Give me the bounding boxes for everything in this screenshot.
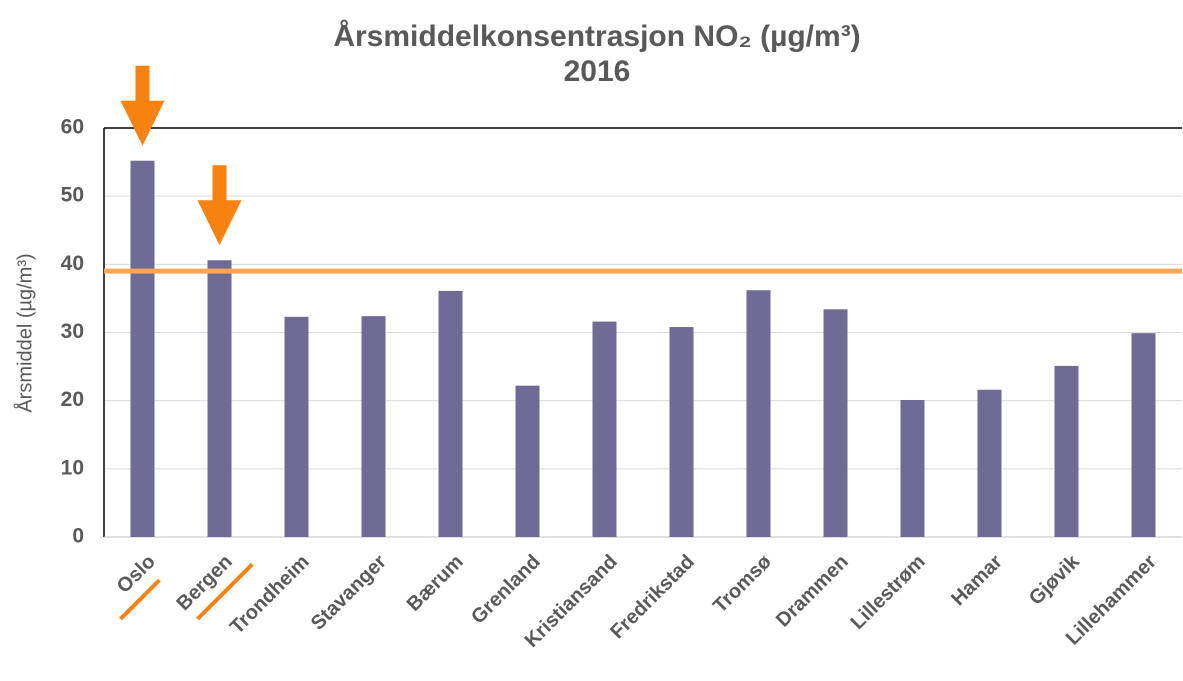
- highlight-underline: [119, 578, 161, 621]
- bar: [438, 290, 463, 537]
- x-tick-label: Bærum: [403, 551, 468, 616]
- bar: [1131, 333, 1156, 537]
- bar: [746, 290, 771, 537]
- y-tick-label: 20: [61, 388, 84, 411]
- chart-subtitle: 2016: [564, 55, 631, 88]
- x-tick-label: Stavanger: [307, 551, 391, 635]
- y-tick-label: 40: [61, 252, 84, 275]
- x-tick-label: Lillestrøm: [847, 551, 930, 634]
- bar: [592, 321, 617, 537]
- y-tick-label: 10: [61, 456, 84, 479]
- bar: [977, 389, 1002, 537]
- y-axis-label: Årsmiddel (µg/m³): [13, 253, 36, 412]
- y-tick-label: 50: [61, 184, 84, 207]
- y-tick-label: 60: [61, 116, 84, 139]
- bar: [284, 316, 309, 537]
- bar: [900, 399, 925, 537]
- x-tick-label: Tromsø: [709, 550, 776, 617]
- bar: [669, 327, 694, 537]
- highlight-underline: [196, 562, 254, 621]
- x-tick-label: Grenland: [467, 551, 545, 629]
- x-tick-label: Hamar: [947, 551, 1007, 611]
- bar: [515, 385, 540, 537]
- y-tick-label: 30: [61, 320, 84, 343]
- bar: [130, 160, 155, 537]
- chart-title: Årsmiddelkonsentrasjon NO₂ (µg/m³): [333, 20, 860, 53]
- highlight-arrow: [120, 65, 165, 146]
- x-tick-label: Gjøvik: [1025, 550, 1084, 609]
- bar: [1054, 365, 1079, 537]
- y-tick-label: 0: [72, 525, 84, 548]
- bar: [361, 316, 386, 537]
- x-tick-label: Trondheim: [226, 551, 314, 639]
- x-tick-label: Drammen: [772, 551, 853, 632]
- bar: [823, 309, 848, 537]
- x-tick-label: Oslo: [113, 551, 160, 598]
- x-tick-label: Bergen: [172, 551, 236, 615]
- bar: [207, 260, 232, 537]
- highlight-arrow: [197, 165, 242, 246]
